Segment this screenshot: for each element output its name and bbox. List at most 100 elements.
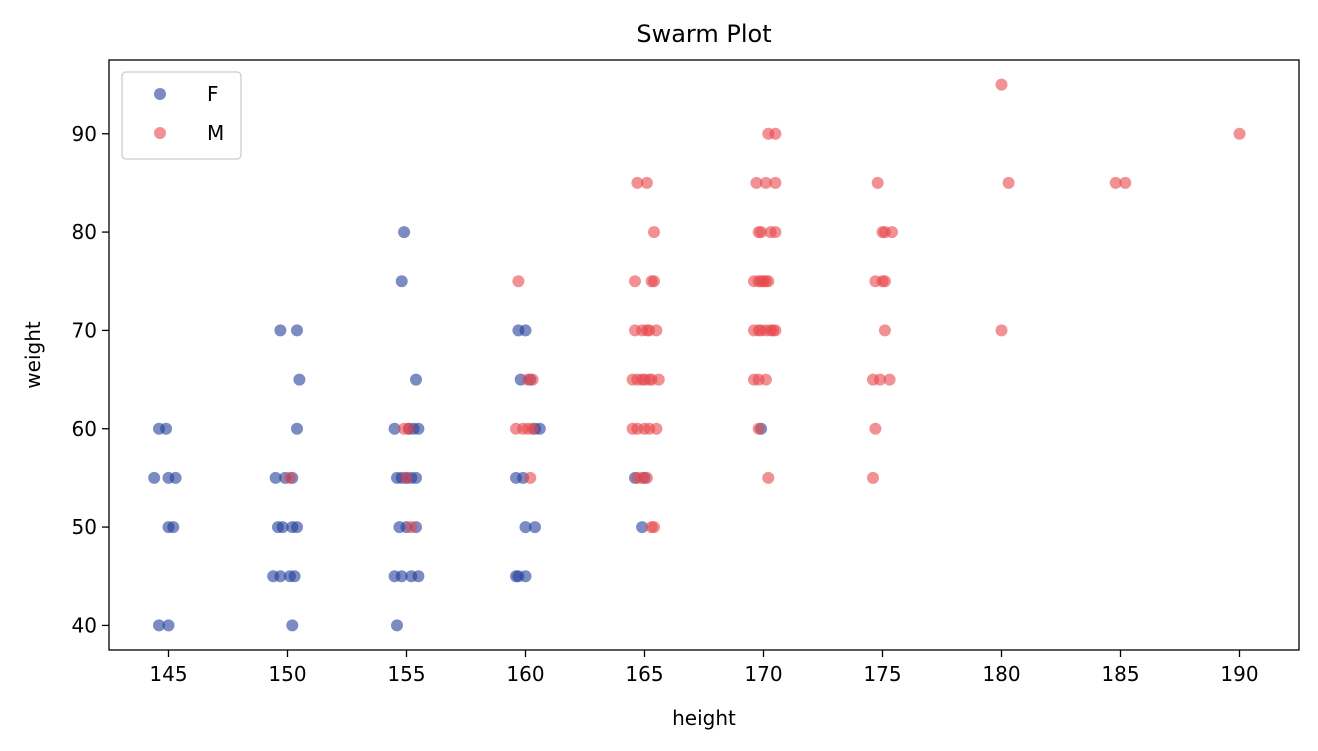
data-point-m	[652, 373, 665, 386]
points-layer	[148, 78, 1246, 632]
x-axis-label: height	[672, 706, 736, 730]
x-tick-label: 160	[506, 662, 544, 686]
data-point-m	[883, 373, 896, 386]
legend-box	[121, 71, 242, 160]
y-tick-label: 60	[72, 417, 97, 441]
data-point-m	[650, 422, 663, 435]
data-point-f	[169, 471, 182, 484]
y-tick-label: 90	[72, 122, 97, 146]
data-point-f	[291, 324, 303, 337]
data-point-m	[759, 373, 772, 386]
data-point-m	[650, 324, 663, 337]
data-point-m	[640, 176, 653, 189]
data-point-f	[286, 619, 299, 632]
data-point-f	[410, 471, 422, 484]
y-tick-label: 70	[72, 318, 97, 342]
data-point-f	[410, 373, 422, 386]
data-point-m	[869, 422, 882, 435]
data-point-m	[874, 373, 887, 386]
data-point-m	[995, 324, 1008, 337]
data-point-f	[412, 570, 425, 583]
data-point-f	[276, 521, 289, 534]
data-point-m	[871, 176, 884, 189]
data-point-f	[519, 570, 532, 583]
x-tick-label: 190	[1220, 662, 1258, 686]
x-tick-label: 180	[982, 662, 1020, 686]
data-point-f	[529, 521, 541, 534]
data-point-m	[629, 275, 641, 288]
data-point-m	[1119, 176, 1132, 189]
x-tick-label: 185	[1101, 662, 1139, 686]
data-point-f	[288, 570, 301, 583]
data-point-m	[769, 176, 782, 189]
data-point-m	[526, 373, 539, 386]
data-point-m	[769, 324, 782, 337]
data-point-m	[1109, 176, 1122, 189]
data-point-f	[274, 570, 287, 583]
data-point-m	[648, 275, 660, 288]
data-point-f	[153, 619, 165, 632]
plot-frame	[108, 59, 1300, 651]
data-point-f	[388, 422, 401, 435]
x-tick-label: 175	[863, 662, 901, 686]
chart-title: Swarm Plot	[636, 20, 771, 48]
data-point-f	[519, 521, 532, 534]
x-tick-label: 170	[744, 662, 782, 686]
legend-label-m: M	[207, 121, 224, 145]
data-point-m	[283, 471, 296, 484]
data-point-m	[631, 176, 644, 189]
x-axis: 145 150 155 160 165 170 175 180 185 190	[149, 650, 1259, 686]
y-axis-label: weight	[21, 321, 45, 389]
y-axis: 40 50 60 70 80 90	[72, 122, 109, 637]
data-point-m	[886, 226, 898, 239]
data-point-f	[162, 619, 175, 632]
x-tick-label: 150	[268, 662, 306, 686]
data-point-m	[769, 226, 782, 239]
data-point-f	[291, 521, 303, 534]
data-point-m	[1002, 176, 1015, 189]
data-point-f	[391, 619, 403, 632]
data-point-m	[867, 471, 879, 484]
data-point-f	[395, 570, 408, 583]
data-point-f	[395, 275, 408, 288]
data-point-f	[398, 226, 411, 239]
data-point-m	[752, 422, 765, 435]
data-point-f	[519, 324, 532, 337]
data-point-f	[269, 471, 282, 484]
data-point-m	[402, 422, 415, 435]
data-point-m	[526, 422, 539, 435]
data-point-m	[512, 275, 525, 288]
x-tick-label: 145	[149, 662, 187, 686]
data-point-m	[400, 471, 413, 484]
data-point-f	[293, 373, 306, 386]
legend-label-f: F	[207, 82, 219, 106]
data-point-f	[148, 471, 161, 484]
y-tick-label: 50	[72, 515, 97, 539]
data-point-m	[1233, 127, 1246, 140]
data-point-f	[167, 521, 180, 534]
data-point-m	[405, 521, 418, 534]
data-point-m	[762, 471, 775, 484]
legend: F M	[121, 71, 242, 160]
data-point-m	[648, 521, 660, 534]
data-point-m	[878, 275, 891, 288]
data-point-m	[769, 127, 782, 140]
y-tick-label: 40	[72, 613, 97, 637]
data-point-m	[995, 78, 1008, 91]
legend-marker-f	[154, 88, 166, 100]
data-point-f	[291, 422, 303, 435]
data-point-m	[755, 226, 768, 239]
data-point-m	[524, 471, 537, 484]
data-point-f	[636, 521, 649, 534]
x-tick-label: 155	[387, 662, 425, 686]
legend-marker-m	[154, 127, 166, 139]
x-tick-label: 165	[625, 662, 663, 686]
data-point-m	[648, 226, 660, 239]
data-point-m	[750, 176, 763, 189]
data-point-f	[160, 422, 173, 435]
data-point-m	[762, 275, 775, 288]
y-tick-label: 80	[72, 220, 97, 244]
data-point-m	[640, 471, 653, 484]
data-point-m	[878, 324, 891, 337]
